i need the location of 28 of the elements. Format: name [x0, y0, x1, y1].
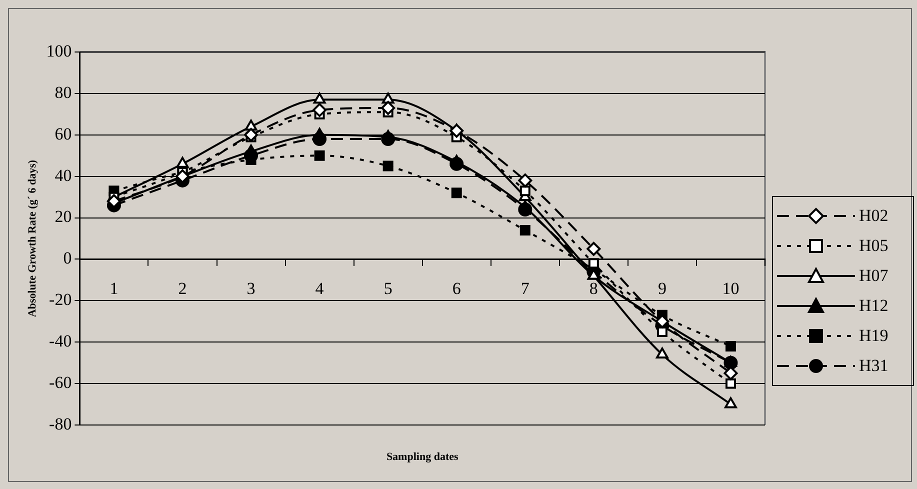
x-tick-label: 10	[722, 278, 740, 298]
x-tick-label: 6	[452, 278, 461, 298]
x-tick-label: 2	[178, 278, 187, 298]
x-tick-label: 1	[110, 278, 118, 298]
y-tick-label: -60	[49, 373, 72, 392]
x-tick-label: 3	[246, 278, 256, 298]
legend-label: H02	[859, 206, 888, 226]
y-tick-label: -80	[49, 414, 72, 434]
x-tick-label: 8	[589, 278, 598, 298]
y-tick-label: -20	[49, 290, 72, 310]
y-tick-label: 80	[54, 82, 72, 102]
x-tick-label: 5	[384, 278, 392, 298]
y-tick-label: 0	[63, 248, 72, 268]
legend-label: H07	[859, 266, 888, 286]
legend-label: H31	[859, 356, 888, 376]
y-tick-label: 100	[46, 41, 72, 60]
legend-label: H12	[859, 296, 888, 316]
y-axis-title: Absolute Growth Rate (g´ 6 days)	[26, 160, 38, 318]
y-tick-label: 20	[54, 207, 72, 226]
y-tick-label: 40	[54, 166, 72, 185]
x-tick-label: 4	[315, 278, 324, 298]
x-tick-label: 7	[520, 278, 530, 298]
y-tick-label: 60	[54, 124, 72, 144]
x-axis-title: Sampling dates	[386, 451, 459, 463]
y-tick-label: -40	[49, 332, 72, 351]
legend-label: H05	[859, 236, 888, 256]
x-tick-label: 9	[658, 278, 666, 298]
legend-label: H19	[859, 326, 888, 346]
